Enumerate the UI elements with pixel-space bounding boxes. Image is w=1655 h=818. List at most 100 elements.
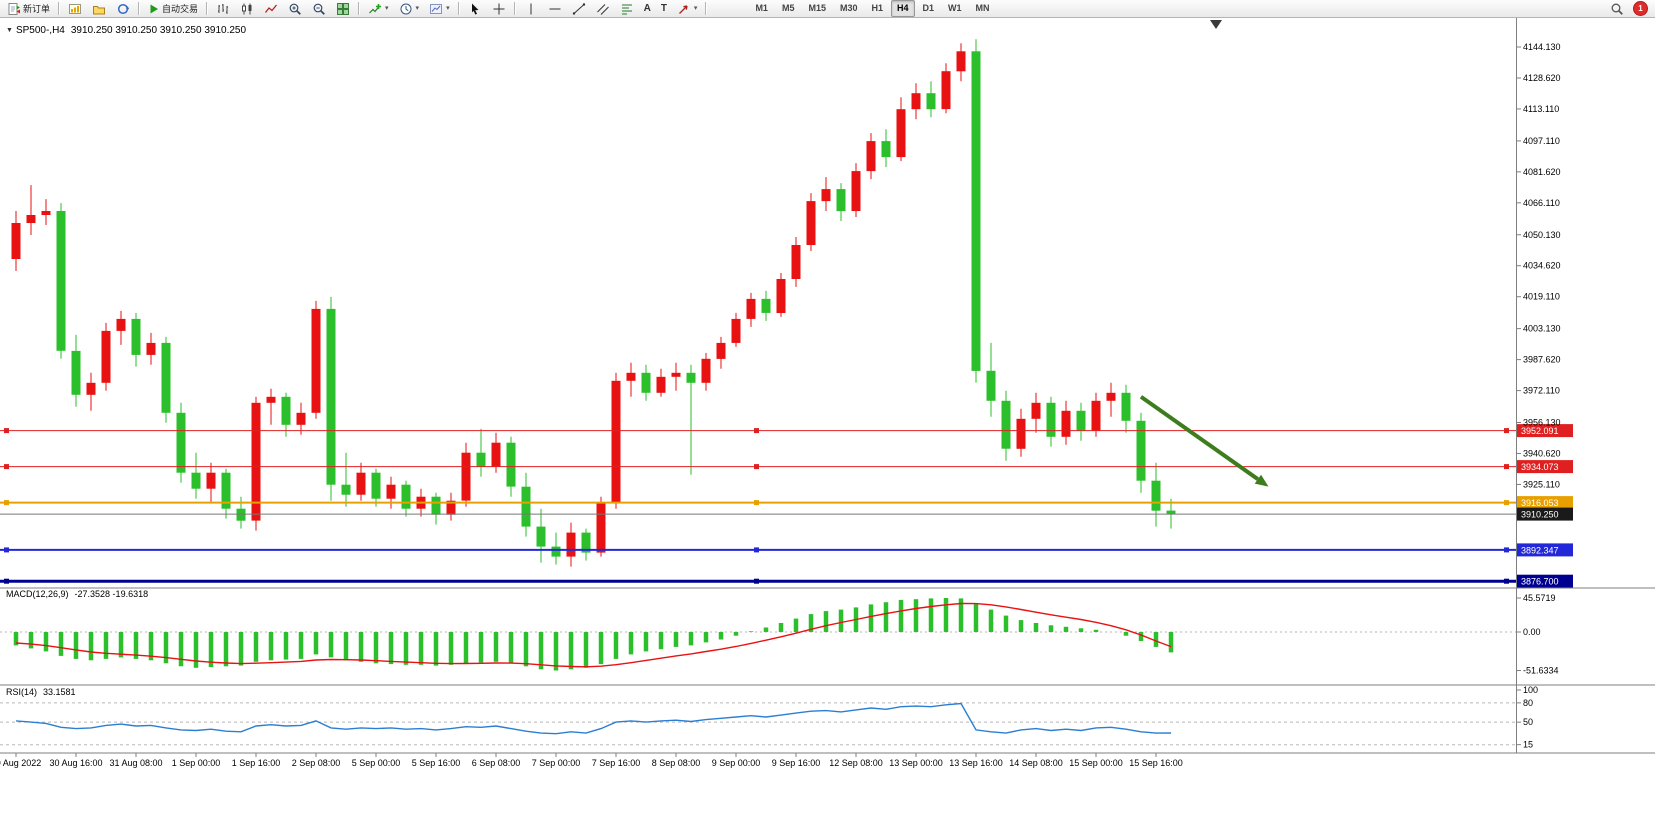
svg-text:4034.620: 4034.620 [1523, 261, 1561, 271]
line-handle[interactable] [754, 464, 759, 470]
line-handle[interactable] [4, 464, 9, 470]
timeframe-button-w1[interactable]: W1 [948, 3, 962, 13]
svg-text:7 Sep 00:00: 7 Sep 00:00 [532, 758, 581, 768]
auto-trading-button[interactable]: 自动交易 [144, 0, 202, 18]
vertical-line-icon [524, 2, 538, 16]
svg-text:15: 15 [1523, 740, 1533, 750]
horizontal-line-3916.053[interactable]: 3916.053 [0, 496, 1573, 510]
svg-text:31 Aug 08:00: 31 Aug 08:00 [109, 758, 162, 768]
notification-badge[interactable]: 1 [1633, 1, 1648, 16]
svg-text:4128.620: 4128.620 [1523, 73, 1561, 83]
horizontal-line-tool-button[interactable] [544, 0, 566, 18]
new-order-icon [7, 2, 21, 16]
search-icon [1610, 2, 1624, 16]
profiles-button[interactable] [88, 0, 110, 18]
vertical-line-tool-button[interactable] [520, 0, 542, 18]
dropdown-icon: ▾ [693, 5, 698, 12]
text-label-tool-button[interactable]: T [657, 0, 671, 18]
clock-icon [399, 2, 413, 16]
line-handle[interactable] [754, 428, 759, 434]
refresh-icon [116, 2, 130, 16]
toolbar-separator [705, 2, 708, 15]
auto-trading-label: 自动交易 [162, 4, 199, 14]
templates-button[interactable]: ▾ [425, 0, 454, 18]
line-handle[interactable] [754, 547, 759, 553]
horizontal-line-3892.347[interactable]: 3892.347 [0, 543, 1573, 557]
bar-chart-type-button[interactable] [212, 0, 234, 18]
svg-text:1 Sep 16:00: 1 Sep 16:00 [232, 758, 281, 768]
svg-text:15 Sep 00:00: 15 Sep 00:00 [1069, 758, 1123, 768]
line-handle[interactable] [4, 428, 9, 434]
svg-text:3972.110: 3972.110 [1523, 386, 1560, 396]
text-tool-button[interactable]: A [640, 0, 655, 18]
line-handle[interactable] [754, 578, 759, 584]
svg-text:80: 80 [1523, 698, 1533, 708]
profiles-folder-icon [92, 2, 106, 16]
timeframe-button-h1[interactable]: H1 [871, 3, 884, 13]
horizontal-line-3934.073[interactable]: 3934.073 [0, 460, 1573, 474]
line-handle[interactable] [1504, 464, 1509, 470]
line-chart-type-button[interactable] [260, 0, 282, 18]
svg-text:3892.347: 3892.347 [1521, 545, 1559, 555]
timeframe-button-m15[interactable]: M15 [808, 3, 826, 13]
price-tag [1517, 507, 1573, 521]
zoom-in-button[interactable] [284, 0, 306, 18]
rsi-name: RSI(14) [6, 687, 38, 697]
timeframe-button-m1[interactable]: M1 [755, 3, 768, 13]
search-button[interactable] [1606, 0, 1628, 18]
periods-button[interactable]: ▾ [395, 0, 424, 18]
arrows-tool-button[interactable]: ▾ [673, 0, 702, 18]
macd-name: MACD(12,26,9) [6, 589, 69, 599]
timeframe-button-m5[interactable]: M5 [781, 3, 795, 13]
svg-text:5 Sep 00:00: 5 Sep 00:00 [352, 758, 401, 768]
svg-text:4019.110: 4019.110 [1523, 292, 1560, 302]
toolbar-separator [358, 2, 361, 15]
zoom-out-button[interactable] [308, 0, 330, 18]
trend-arrow[interactable] [1139, 395, 1269, 487]
refresh-button[interactable] [112, 0, 134, 18]
time-scale[interactable]: 30 Aug 2022 30 Aug 16:00 31 Aug 08:00 1 Sep… [0, 753, 1183, 768]
crosshair-tool-button[interactable] [488, 0, 510, 18]
horizontal-line-3876.700[interactable]: 3876.700 [0, 574, 1573, 588]
fibonacci-tool-button[interactable] [616, 0, 638, 18]
candlestick-icon [240, 2, 254, 16]
timeframe-button-d1[interactable]: D1 [922, 3, 935, 13]
line-handle[interactable] [1504, 428, 1509, 434]
new-chart-button[interactable] [64, 0, 86, 18]
chart-ohlc-values: 3910.250 3910.250 3910.250 3910.250 [70, 25, 247, 36]
line-handle[interactable] [1504, 578, 1509, 584]
svg-text:13 Sep 16:00: 13 Sep 16:00 [949, 758, 1003, 768]
line-handle[interactable] [1504, 500, 1509, 506]
new-chart-icon [68, 2, 82, 16]
tile-windows-button[interactable] [332, 0, 354, 18]
cursor-icon [468, 2, 482, 16]
candlestick-chart-type-button[interactable] [236, 0, 258, 18]
svg-text:9 Sep 00:00: 9 Sep 00:00 [712, 758, 761, 768]
line-handle[interactable] [1504, 547, 1509, 553]
price-scale[interactable]: 4144.130 4128.620 4113.110 4097.110 4081.620… [1516, 42, 1561, 489]
arrow-tool-icon [677, 2, 691, 16]
indicators-button[interactable]: ▾ [364, 0, 393, 18]
svg-text:4066.110: 4066.110 [1523, 198, 1560, 208]
cursor-tool-button[interactable] [464, 0, 486, 18]
symbol-dropdown-icon[interactable]: ▼ [6, 27, 13, 34]
line-handle[interactable] [4, 547, 9, 553]
svg-text:9 Sep 16:00: 9 Sep 16:00 [772, 758, 821, 768]
channel-tool-button[interactable] [592, 0, 614, 18]
new-order-button[interactable]: 新订单 [3, 0, 54, 18]
timeframe-button-m30[interactable]: M30 [839, 3, 858, 13]
bid-price-line[interactable]: 3910.250 [0, 507, 1573, 521]
timeframe-button-mn[interactable]: MN [975, 3, 990, 13]
timeframe-button-h4[interactable]: H4 [891, 0, 915, 17]
chart-shift-marker[interactable] [1210, 20, 1222, 29]
text-tool-icon: A [643, 2, 651, 14]
svg-text:2 Sep 08:00: 2 Sep 08:00 [292, 758, 341, 768]
svg-text:4081.620: 4081.620 [1523, 167, 1561, 177]
horizontal-line-3952.091[interactable]: 3952.091 [0, 424, 1573, 438]
svg-text:4050.130: 4050.130 [1523, 230, 1561, 240]
line-handle[interactable] [754, 500, 759, 506]
line-handle[interactable] [4, 578, 9, 584]
trendline-tool-button[interactable] [568, 0, 590, 18]
line-handle[interactable] [4, 500, 9, 506]
